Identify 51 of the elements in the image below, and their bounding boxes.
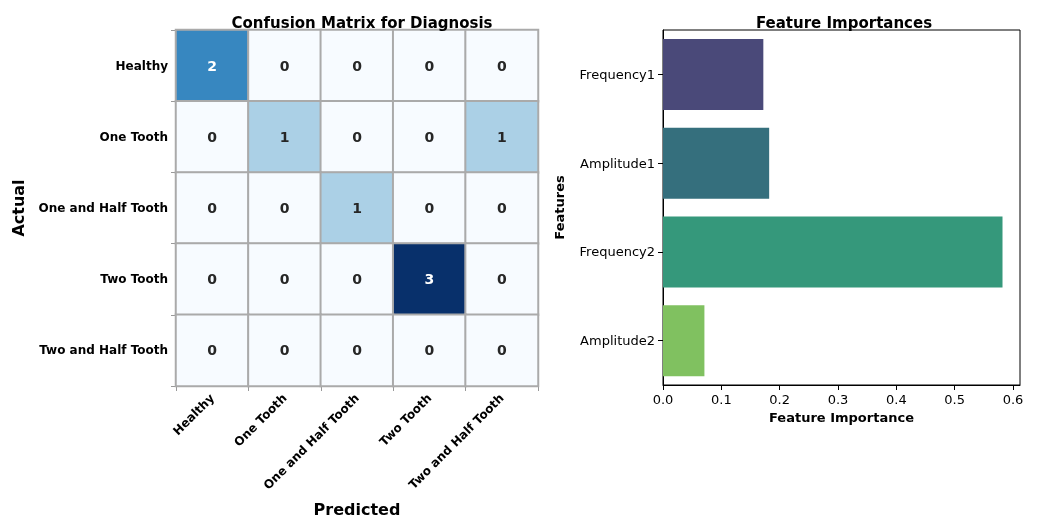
data-label: 0 [496, 57, 507, 74]
data-label: 1 [279, 128, 290, 145]
data-label: 0 [424, 200, 435, 216]
y-tick-label: One and Half Tooth [38, 201, 168, 215]
y-tick-label: Two and Half Tooth [39, 343, 168, 358]
bar [663, 38, 764, 110]
data-label: 0 [279, 271, 290, 288]
y-tick-label: Two Tooth [100, 272, 168, 287]
y-axis-title: Actual [8, 179, 28, 237]
data-label: 0 [279, 200, 290, 216]
y-tick-label: Healthy [115, 58, 169, 73]
bar [663, 216, 1003, 288]
data-label: 0 [352, 128, 363, 145]
data-label: 0 [207, 342, 218, 359]
x-tick-label: 0.4 [885, 392, 907, 407]
data-label: 0 [424, 57, 435, 74]
data-label: 2 [207, 57, 218, 74]
data-label: 0 [424, 128, 435, 145]
data-label: 3 [424, 271, 435, 288]
y-tick-label: Frequency2 [579, 244, 655, 260]
chart-title: Confusion Matrix for Diagnosis [231, 13, 493, 32]
bar [663, 305, 705, 377]
y-tick-label: One Tooth [99, 129, 168, 144]
y-tick-label: Frequency1 [579, 66, 655, 82]
x-tick-label: 0.3 [827, 392, 849, 407]
data-label: 0 [279, 342, 290, 359]
y-tick-label: Amplitude2 [580, 333, 655, 349]
data-label: 0 [279, 57, 290, 74]
x-tick-label: 0.6 [1002, 392, 1024, 407]
x-tick-label: 0.5 [944, 392, 966, 407]
data-label: 0 [352, 57, 363, 74]
x-tick-label: 0.0 [652, 392, 674, 407]
data-label: 0 [207, 271, 218, 288]
x-tick-label: 0.2 [769, 392, 791, 407]
data-label: 0 [424, 342, 435, 359]
data-label: 0 [496, 271, 507, 288]
data-label: 0 [352, 342, 363, 359]
data-label: 0 [352, 271, 363, 288]
y-tick-label: Amplitude1 [580, 155, 655, 171]
y-axis-title: Features [552, 175, 567, 240]
data-label: 1 [352, 200, 362, 216]
data-label: 0 [207, 200, 218, 216]
data-label: 0 [207, 128, 218, 145]
data-label: 0 [496, 342, 507, 359]
x-tick-label: 0.1 [710, 392, 732, 407]
data-label: 1 [496, 128, 507, 145]
chart-title: Feature Importances [755, 13, 933, 32]
x-axis-title: Predicted [313, 499, 401, 519]
x-axis-title: Feature Importance [769, 409, 915, 425]
data-label: 0 [496, 200, 507, 216]
bar [663, 127, 770, 199]
